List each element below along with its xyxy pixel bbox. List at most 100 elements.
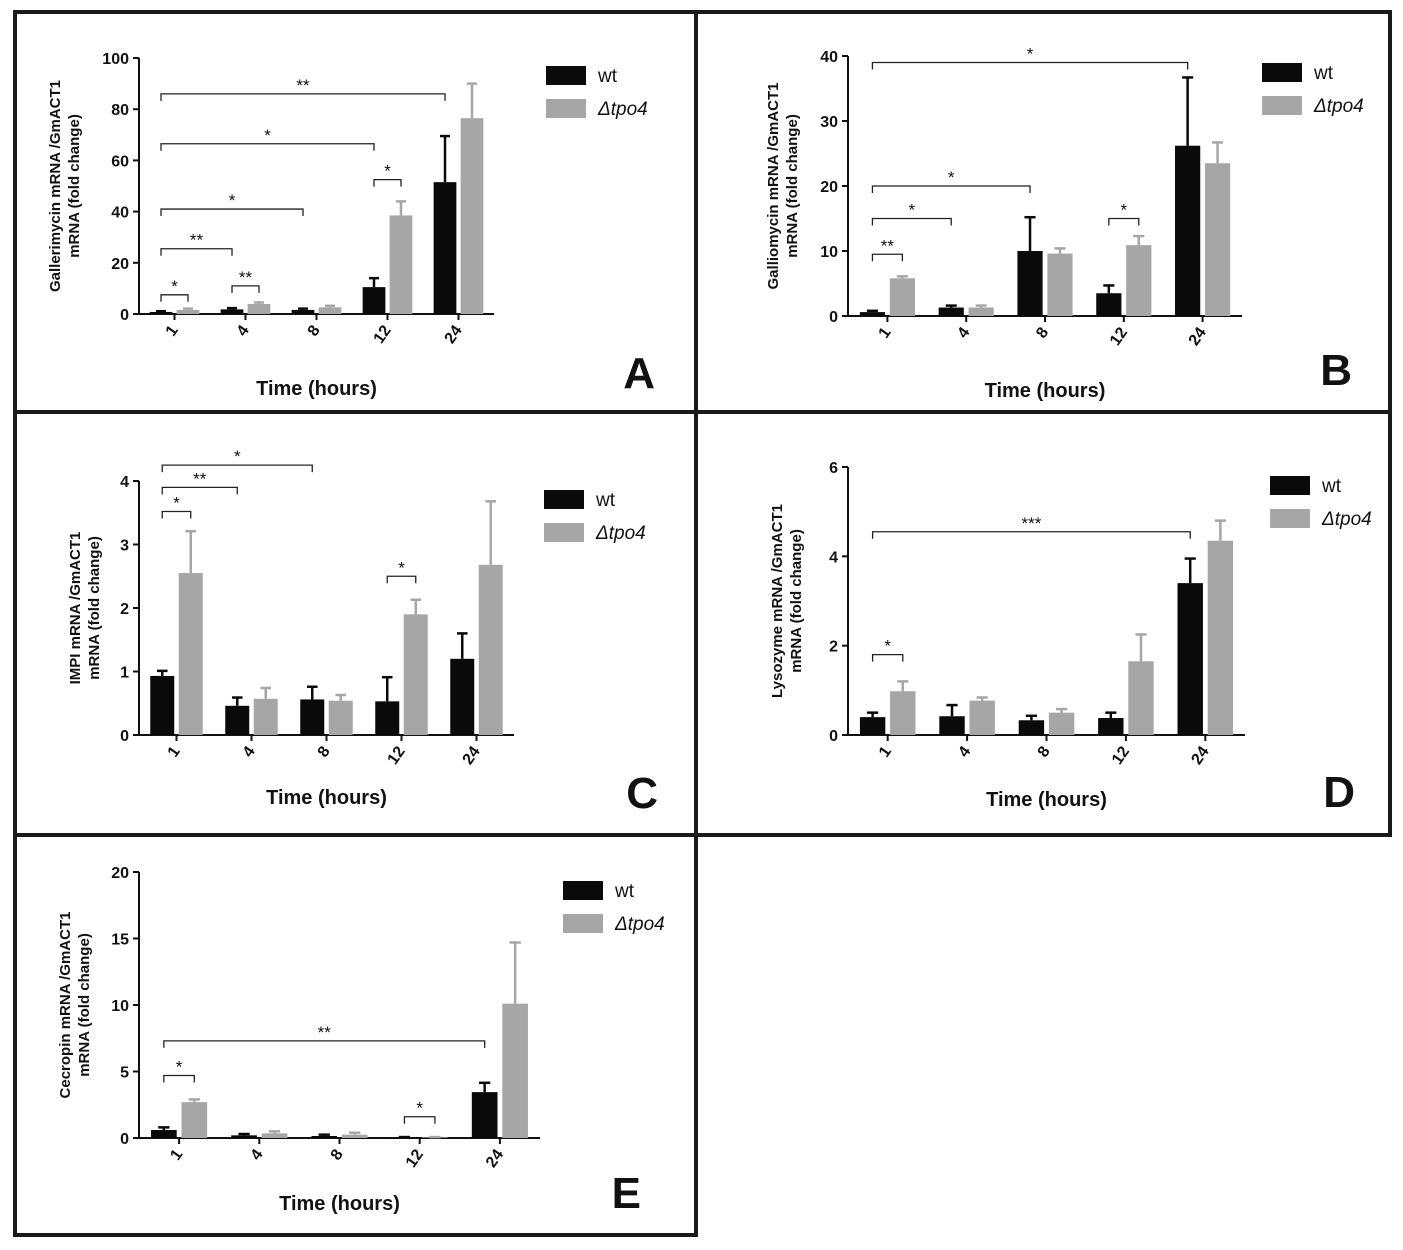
x-tick-label: 4	[955, 743, 974, 760]
panel-letter: E	[612, 1169, 641, 1218]
significance-bracket	[160, 294, 189, 302]
y-axis-title-line: mRNA (fold change)	[86, 536, 103, 680]
y-tick-label: 0	[829, 309, 838, 326]
significance-label: **	[318, 1023, 332, 1042]
y-tick-label: 40	[820, 49, 838, 66]
significance-label: *	[416, 1099, 423, 1118]
x-axis-title: Time (hours)	[986, 789, 1107, 811]
legend-label-wt: wt	[1321, 476, 1342, 497]
significance-label: *	[229, 191, 236, 210]
y-tick-label: 4	[829, 549, 838, 566]
legend-label-tpo4: Δtpo4	[1321, 509, 1372, 530]
x-tick-label: 1	[165, 743, 184, 760]
y-axis-title-line: mRNA (fold change)	[66, 114, 83, 258]
panel-letter: C	[626, 769, 658, 818]
y-axis-title-line: Galliomycin mRNA /GmACT1	[765, 83, 782, 290]
y-axis-title: Gallerimycin mRNA /GmACT1 mRNA (fold chan…	[47, 80, 83, 292]
bar-tpo4	[176, 309, 200, 314]
significance-bracket	[231, 285, 260, 293]
legend-swatch-wt	[563, 881, 603, 900]
significance-bracket	[403, 1116, 436, 1124]
legend-label-tpo4: Δtpo4	[614, 914, 665, 935]
y-axis-title-line: Cecropin mRNA /GmACT1	[57, 912, 74, 1099]
y-tick-label: 30	[820, 114, 838, 131]
x-tick-label: 1	[876, 743, 895, 760]
y-tick-label: 20	[111, 256, 129, 273]
bar-wt	[450, 658, 475, 735]
legend-swatch-wt	[1262, 63, 1302, 82]
x-tick-label: 1	[876, 324, 895, 341]
y-tick-label: 20	[820, 179, 838, 196]
bar-tpo4	[328, 700, 353, 735]
bar-tpo4	[890, 691, 916, 735]
y-axis-title: Galliomycin mRNA /GmACT1 mRNA (fold chang…	[765, 83, 801, 290]
significance-label: ***	[1021, 514, 1041, 533]
significance-label: **	[296, 76, 310, 95]
x-tick-label: 12	[403, 1146, 427, 1170]
panel-frame	[13, 833, 698, 1237]
bar-wt	[225, 705, 250, 735]
bar-wt	[859, 717, 886, 735]
bar-tpo4	[253, 698, 278, 735]
bar-tpo4	[1128, 661, 1154, 735]
x-axis-title: Time (hours)	[266, 787, 387, 809]
legend-label-tpo4: Δtpo4	[597, 99, 648, 120]
significance-label: *	[909, 201, 916, 220]
x-tick-label: 12	[1107, 324, 1131, 348]
y-tick-label: 15	[111, 932, 129, 949]
x-axis-title: Time (hours)	[279, 1193, 400, 1215]
bar-tpo4	[389, 215, 413, 314]
bar-tpo4	[460, 118, 484, 314]
x-tick-label: 8	[1033, 324, 1052, 341]
y-axis-title-line: mRNA (fold change)	[788, 529, 805, 673]
significance-label: *	[948, 168, 955, 187]
x-tick-label: 1	[167, 1146, 186, 1163]
bar-wt	[1177, 583, 1203, 735]
significance-label: **	[190, 231, 204, 250]
x-tick-label: 24	[442, 322, 466, 346]
y-tick-label: 10	[111, 998, 129, 1015]
legend-swatch-tpo4	[544, 523, 584, 542]
significance-bracket	[386, 575, 417, 584]
bar-tpo4	[889, 278, 915, 316]
bar-tpo4	[968, 307, 994, 316]
bar-wt	[151, 1130, 177, 1138]
bar-wt	[938, 307, 964, 316]
x-tick-label: 1	[163, 322, 182, 339]
significance-label: *	[176, 1057, 183, 1076]
x-tick-label: 24	[1186, 324, 1210, 348]
significance-bracket	[871, 531, 1191, 539]
x-tick-label: 24	[483, 1146, 507, 1170]
legend-swatch-wt	[1270, 476, 1310, 495]
bar-wt	[375, 701, 400, 735]
y-tick-label: 0	[120, 728, 129, 745]
significance-label: **	[239, 268, 253, 287]
significance-bracket	[871, 653, 904, 662]
x-tick-label: 8	[315, 743, 334, 760]
significance-label: *	[171, 277, 178, 296]
bar-wt	[859, 312, 886, 316]
bar-wt	[1017, 251, 1043, 316]
significance-label: *	[884, 637, 891, 656]
significance-label: *	[173, 493, 180, 512]
legend-swatch-tpo4	[1262, 96, 1302, 115]
bar-tpo4	[1047, 253, 1073, 316]
y-tick-label: 40	[111, 205, 129, 222]
significance-bracket	[1108, 217, 1140, 226]
bar-wt	[220, 309, 244, 314]
x-tick-label: 8	[328, 1146, 347, 1163]
bar-tpo4	[1048, 712, 1075, 735]
y-tick-label: 2	[829, 639, 838, 656]
bar-tpo4	[247, 304, 271, 314]
bar-wt	[150, 675, 175, 735]
bar-tpo4	[181, 1102, 208, 1138]
significance-bracket	[161, 464, 313, 473]
y-axis-title-line: mRNA (fold change)	[76, 933, 93, 1077]
x-tick-label: 4	[248, 1146, 267, 1163]
y-tick-label: 0	[120, 307, 129, 324]
